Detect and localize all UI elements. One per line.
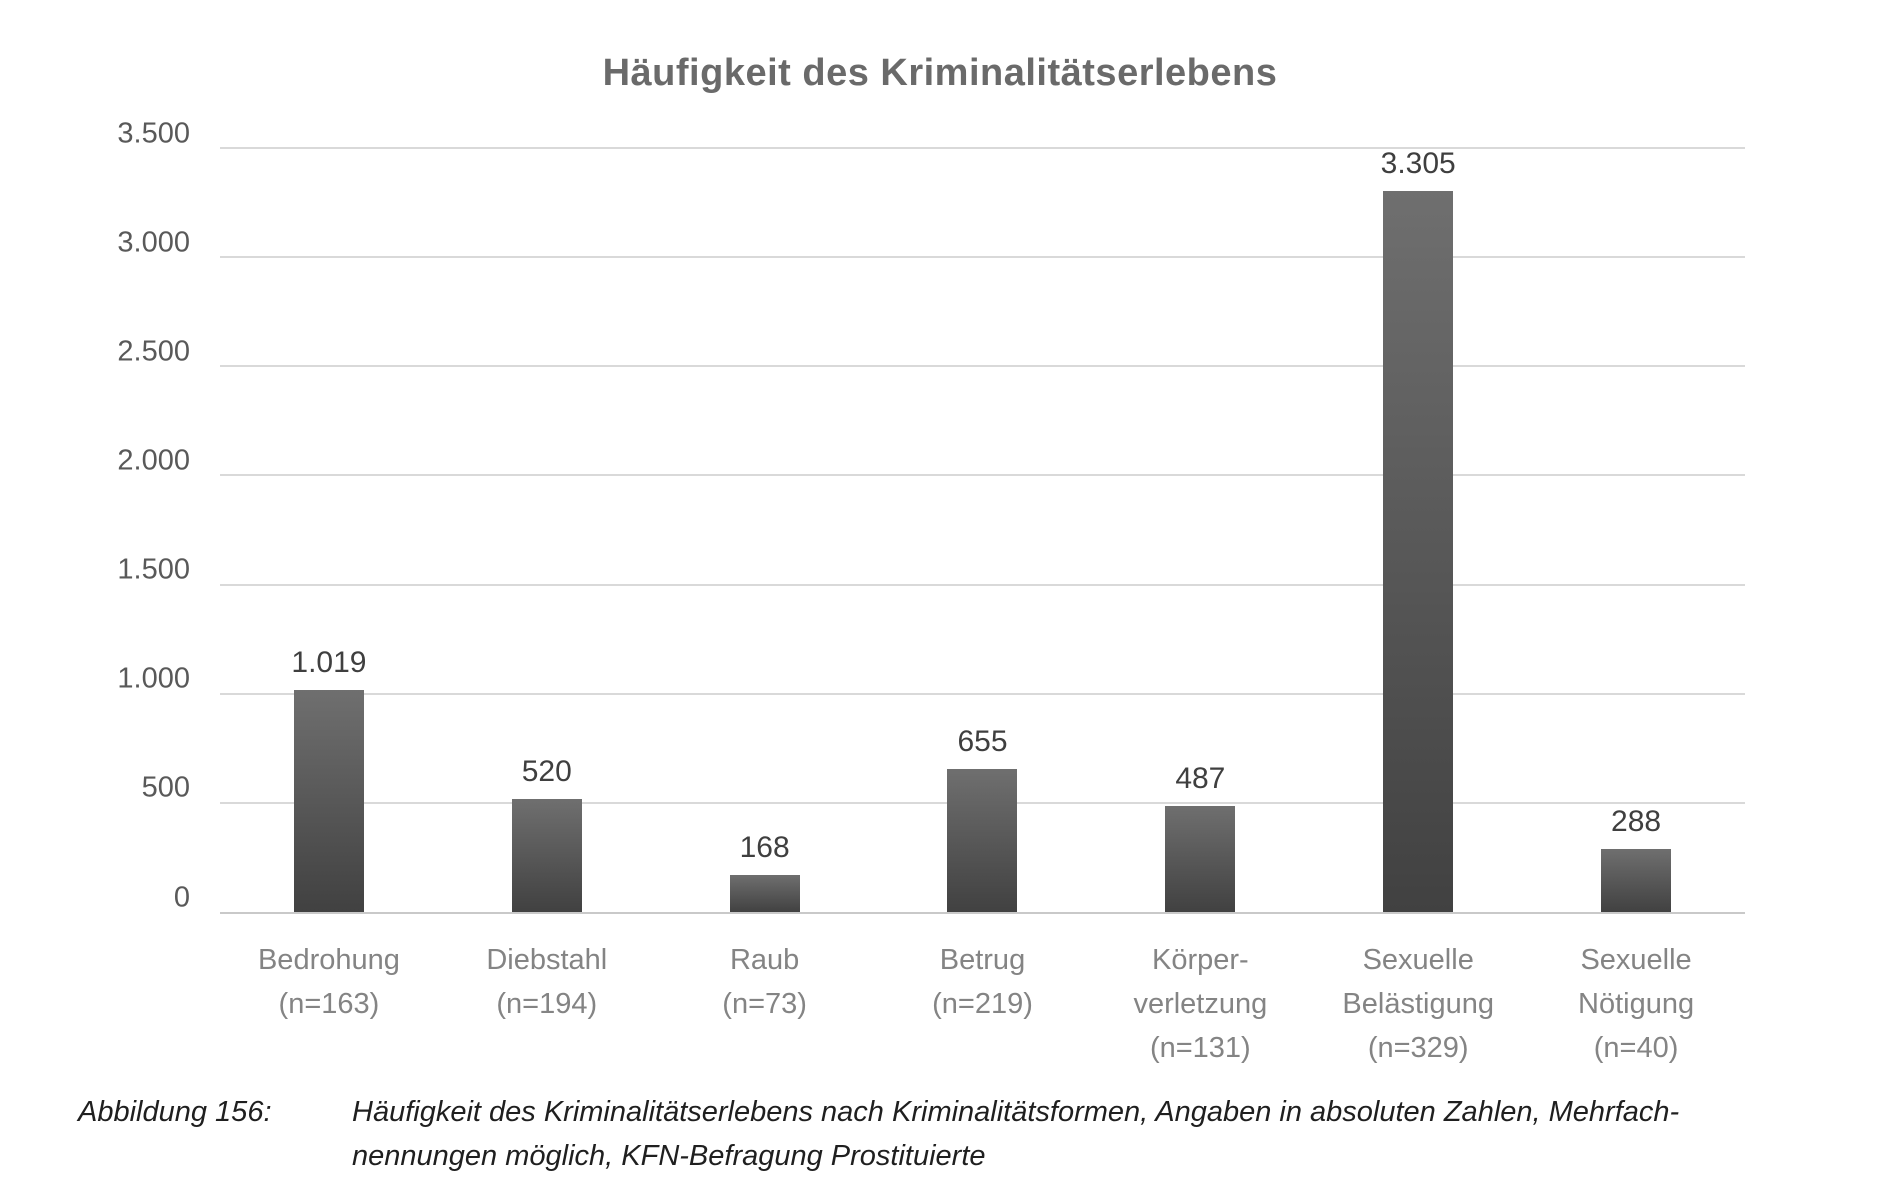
y-axis-tick-label: 0 <box>173 881 190 913</box>
x-axis-category-line: Körper- <box>1151 944 1249 976</box>
x-axis-category-line: Nötigung <box>1578 988 1695 1020</box>
x-axis-category-line: Bedrohung <box>257 944 400 976</box>
gridline-3.000 <box>220 256 1745 259</box>
x-axis-category-label: Körper-verletzung (n=131) <box>1091 938 1309 1070</box>
bar-value-label: 520 <box>521 754 572 788</box>
x-axis-category-label: Sexuelle Belästigung (n=329) <box>1309 938 1527 1070</box>
x-axis-category-label: Sexuelle Nötigung (n=40) <box>1527 938 1745 1070</box>
y-axis-tick-label: 1.500 <box>117 553 190 586</box>
bar-raub <box>729 875 800 912</box>
x-axis-category-line: (n=131) <box>1149 1032 1251 1064</box>
x-axis-labels: Bedrohung (n=163) Diebstahl (n=194) Raub (n=7… <box>220 938 1745 1078</box>
bar-value-label: 288 <box>1611 805 1662 839</box>
figure-caption-text: Häufigkeit des Kriminalitätserlebens nac… <box>352 1090 1818 1178</box>
bar-value-label: 3.305 <box>1380 146 1456 180</box>
plot-area: 0 500 1.000 1.500 2.000 2.500 3.000 3.500 1.019 5… <box>117 119 1745 914</box>
bar-slot: 520 <box>438 148 656 912</box>
bar-value-label: 655 <box>957 725 1008 759</box>
x-axis-category-line: Diebstahl <box>486 944 608 976</box>
bar-value-label: 487 <box>1175 761 1226 795</box>
x-axis-category-line: Sexuelle <box>1580 944 1692 976</box>
x-axis-category-line: (n=194) <box>496 988 598 1020</box>
x-axis-category-label: Bedrohung (n=163) <box>220 938 438 1026</box>
bar-sexuelle <box>1601 849 1672 912</box>
x-axis-category-line: (n=329) <box>1367 1032 1469 1064</box>
bar-bedrohung <box>293 689 364 912</box>
bar-körper- <box>1165 805 1236 912</box>
x-axis-category-label: Betrug (n=219) <box>874 938 1092 1026</box>
bar-slot: 1.019 <box>220 148 438 912</box>
x-axis-category-line: Betrug <box>939 944 1026 976</box>
x-axis-category-line: (n=219) <box>932 988 1033 1020</box>
x-axis-category-label: Raub (n=73) <box>656 938 874 1026</box>
x-axis-category-line: (n=163) <box>278 988 380 1020</box>
bar-diebstahl <box>511 798 582 912</box>
x-axis-category-line: verletzung <box>1133 988 1268 1020</box>
bar-slot: 487 <box>1091 148 1309 912</box>
gridline-2.000 <box>220 474 1745 477</box>
bar-sexuelle <box>1383 190 1454 912</box>
chart-title: Häufigkeit des Kriminalitätserlebens <box>602 52 1278 94</box>
bar-slot: 288 <box>1527 148 1745 912</box>
bar-betrug <box>947 769 1018 912</box>
x-axis-category-label: Diebstahl (n=194) <box>438 938 656 1026</box>
bar-value-label: 1.019 <box>291 645 367 679</box>
bar-value-label: 168 <box>739 831 790 865</box>
x-axis-category-line: Raub <box>729 944 800 976</box>
gridline-1.000 <box>220 692 1745 695</box>
figure-caption-number: Abbildung 156: <box>78 1096 272 1128</box>
bar-slot: 3.305 <box>1309 148 1527 912</box>
figure-caption-line-1: Häufigkeit des Kriminalitätserlebens nac… <box>352 1096 1680 1128</box>
y-axis-tick-label: 500 <box>141 771 190 804</box>
x-axis-category-line: Sexuelle <box>1362 944 1474 976</box>
gridline-3.500 <box>220 147 1745 149</box>
y-axis-tick-label: 3.500 <box>117 117 190 149</box>
x-axis-category-line: (n=40) <box>1593 1032 1679 1064</box>
bar-slot: 655 <box>874 148 1092 912</box>
y-axis-tick-label: 2.000 <box>117 444 190 477</box>
y-axis-tick-label: 2.500 <box>117 335 190 368</box>
x-axis-category-line: Belästigung <box>1342 988 1494 1020</box>
figure-caption-line-2: nennungen möglich, KFN-Befragung Prostit… <box>352 1140 986 1172</box>
gridline-2.500 <box>220 365 1745 368</box>
x-axis-category-line: (n=73) <box>722 988 807 1020</box>
gridline-1.500 <box>220 583 1745 586</box>
y-axis-tick-label: 3.000 <box>117 226 190 259</box>
y-axis-tick-label: 1.000 <box>117 662 190 695</box>
figure-caption: Abbildung 156: Häufigkeit des Kriminalit… <box>78 1090 1818 1178</box>
bar-slot: 168 <box>656 148 874 912</box>
